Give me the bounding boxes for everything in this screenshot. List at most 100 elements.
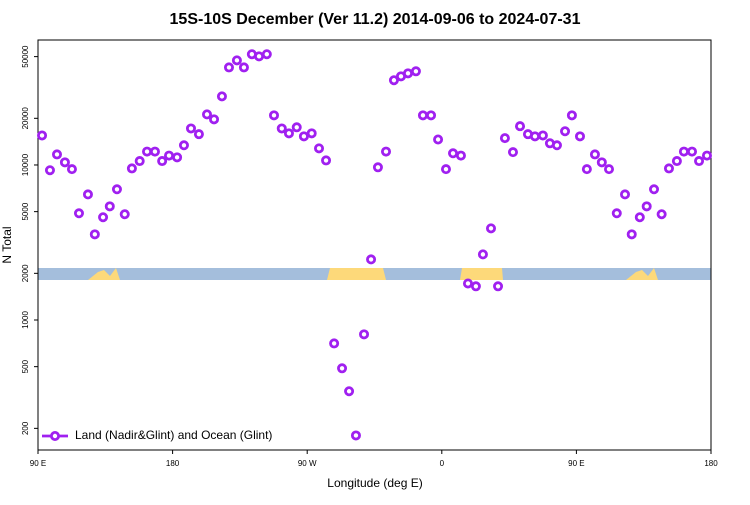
point xyxy=(344,386,355,397)
point xyxy=(499,133,510,144)
point xyxy=(44,165,55,176)
point xyxy=(596,157,607,168)
y-tick-label: 500 xyxy=(21,359,30,373)
x-tick-label: 90 E xyxy=(30,459,46,468)
point xyxy=(649,184,660,195)
point xyxy=(477,249,488,260)
point xyxy=(486,223,497,234)
point xyxy=(410,66,421,77)
point xyxy=(98,212,109,223)
point xyxy=(417,110,428,121)
point xyxy=(350,430,361,441)
point xyxy=(493,281,504,292)
point xyxy=(178,140,189,151)
point xyxy=(119,209,130,220)
point xyxy=(611,208,622,219)
point xyxy=(238,62,249,73)
point xyxy=(261,49,272,60)
point xyxy=(566,110,577,121)
chart-title: 15S-10S December (Ver 11.2) 2014-09-06 t… xyxy=(170,11,581,28)
point xyxy=(433,134,444,145)
point xyxy=(291,122,302,133)
point xyxy=(126,163,137,174)
point xyxy=(283,128,294,139)
point xyxy=(306,128,317,139)
y-tick-label: 10000 xyxy=(21,153,30,176)
point xyxy=(634,212,645,223)
point xyxy=(66,164,77,175)
point xyxy=(403,68,414,79)
point xyxy=(529,131,540,142)
point xyxy=(82,189,93,200)
point xyxy=(329,338,340,349)
x-tick-label: 180 xyxy=(166,459,180,468)
y-axis-label: N Total xyxy=(0,226,14,263)
point xyxy=(142,146,153,157)
point xyxy=(455,150,466,161)
point xyxy=(157,156,168,167)
point xyxy=(440,164,451,175)
point xyxy=(515,121,526,132)
point xyxy=(298,131,309,142)
point xyxy=(701,150,712,161)
point xyxy=(470,281,481,292)
point xyxy=(671,156,682,167)
point xyxy=(185,123,196,134)
point xyxy=(104,201,115,212)
point xyxy=(537,130,548,141)
point xyxy=(223,62,234,73)
point xyxy=(694,156,705,167)
x-tick-label: 90 W xyxy=(298,459,317,468)
point xyxy=(687,146,698,157)
point xyxy=(254,51,265,62)
point xyxy=(89,229,100,240)
point xyxy=(216,91,227,102)
legend-marker xyxy=(50,430,61,441)
point xyxy=(164,150,175,161)
point xyxy=(678,146,689,157)
point xyxy=(604,164,615,175)
x-tick-label: 0 xyxy=(440,459,445,468)
plot-frame xyxy=(37,39,712,451)
point xyxy=(111,184,122,195)
point xyxy=(589,149,600,160)
point xyxy=(172,152,183,163)
point xyxy=(448,148,459,159)
x-tick-label: 90 E xyxy=(568,459,584,468)
point xyxy=(268,110,279,121)
point xyxy=(388,75,399,86)
point xyxy=(462,278,473,289)
point xyxy=(337,363,348,374)
point xyxy=(73,208,84,219)
point xyxy=(321,155,332,166)
y-tick-label: 1000 xyxy=(21,311,30,329)
legend-label: Land (Nadir&Glint) and Ocean (Glint) xyxy=(75,428,272,442)
point xyxy=(381,146,392,157)
point xyxy=(314,143,325,154)
point xyxy=(366,254,377,265)
point xyxy=(663,163,674,174)
point xyxy=(507,147,518,158)
point xyxy=(551,140,562,151)
y-tick-label: 200 xyxy=(21,421,30,435)
point xyxy=(231,55,242,66)
map-strip xyxy=(38,268,711,280)
point xyxy=(193,129,204,140)
y-tick-label: 2000 xyxy=(21,264,30,282)
y-tick-label: 20000 xyxy=(21,107,30,130)
point xyxy=(560,126,571,137)
x-axis-label: Longitude (deg E) xyxy=(327,476,422,490)
point xyxy=(626,229,637,240)
point xyxy=(51,149,62,160)
point xyxy=(37,130,48,141)
point xyxy=(209,114,220,125)
point xyxy=(656,209,667,220)
y-tick-label: 5000 xyxy=(21,202,30,220)
x-tick-label: 180 xyxy=(704,459,718,468)
point xyxy=(581,164,592,175)
point xyxy=(149,146,160,157)
point xyxy=(201,109,212,120)
point xyxy=(59,157,70,168)
point xyxy=(620,189,631,200)
